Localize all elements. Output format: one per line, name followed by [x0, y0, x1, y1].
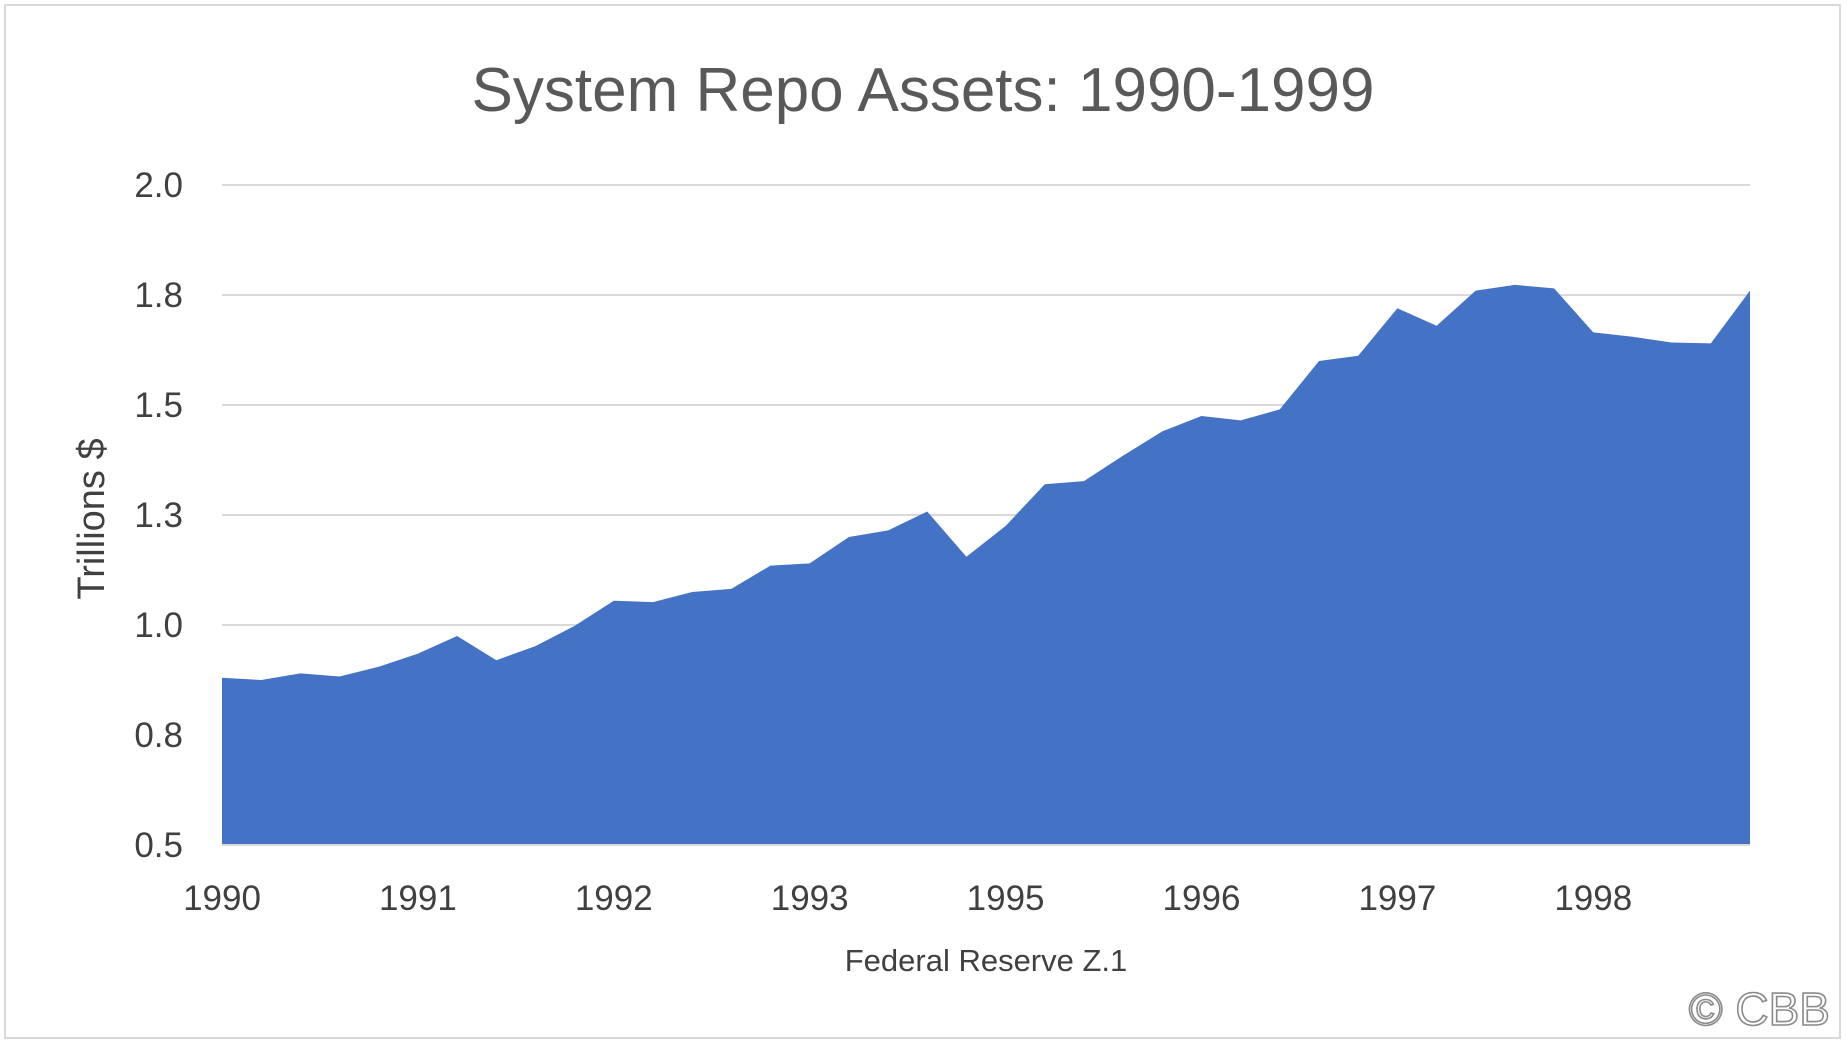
x-tick-label: 1990: [183, 879, 261, 918]
x-tick-label: 1996: [1163, 879, 1241, 918]
y-tick-label: 1.3: [134, 496, 183, 535]
y-tick-label: 1.0: [134, 606, 183, 645]
x-tick-label: 1992: [575, 879, 653, 918]
chart-title: System Repo Assets: 1990-1999: [472, 56, 1375, 125]
series-area: [222, 284, 1750, 845]
y-tick-label: 1.5: [134, 386, 183, 425]
x-axis-label: Federal Reserve Z.1: [845, 943, 1128, 978]
y-tick-label: 0.5: [134, 826, 183, 865]
y-axis-ticks: 0.5 0.8 1.0 1.3 1.5 1.8 2.0: [134, 166, 183, 865]
watermark: © CBB: [1689, 983, 1830, 1035]
x-tick-label: 1991: [379, 879, 457, 918]
x-tick-label: 1995: [967, 879, 1045, 918]
x-tick-label: 1997: [1358, 879, 1436, 918]
y-tick-label: 2.0: [134, 166, 183, 205]
y-tick-label: 1.8: [134, 276, 183, 315]
x-axis-ticks: 1990 1991 1992 1993 1995 1996 1997 1998: [183, 879, 1632, 918]
y-tick-label: 0.8: [134, 716, 183, 755]
y-axis-label: Trillions $: [71, 438, 113, 599]
x-tick-label: 1993: [771, 879, 849, 918]
x-tick-label: 1998: [1554, 879, 1632, 918]
